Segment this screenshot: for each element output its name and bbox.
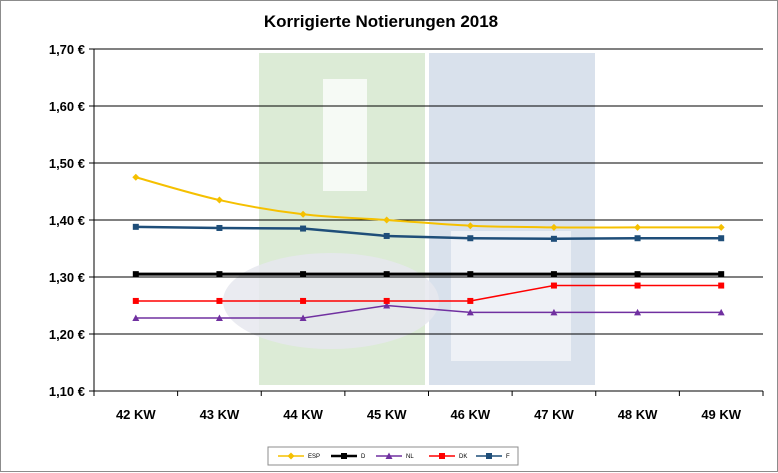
x-tick-label: 42 KW	[116, 407, 156, 422]
data-point	[550, 223, 558, 231]
gridlines	[89, 48, 763, 392]
legend-label-esp: ESP	[308, 454, 320, 460]
data-point	[717, 308, 725, 316]
y-tick-label: 1,50 €	[49, 156, 85, 171]
axes	[93, 49, 764, 396]
series-f	[132, 223, 725, 242]
y-tick-label: 1,40 €	[49, 213, 85, 228]
y-tick-label: 1,70 €	[49, 42, 85, 57]
x-tick-label: 47 KW	[534, 407, 574, 422]
data-point	[132, 297, 139, 304]
x-tick-label: 46 KW	[450, 407, 490, 422]
data-point	[634, 271, 641, 278]
data-point	[634, 235, 641, 242]
series-line	[135, 284, 722, 302]
chart-title: Korrigierte Notierungen 2018	[264, 12, 498, 31]
x-tick-label: 49 KW	[701, 407, 741, 422]
legend: ESP D NL DK F	[267, 446, 519, 466]
data-point	[466, 222, 474, 230]
series-d	[132, 271, 725, 278]
data-point	[132, 223, 139, 230]
data-point	[383, 302, 391, 309]
series-dk	[132, 282, 725, 304]
y-tick-label: 1,30 €	[49, 270, 85, 285]
series-nl	[132, 302, 725, 322]
data-point	[718, 235, 725, 242]
data-point	[215, 196, 223, 204]
data-point	[718, 282, 725, 289]
data-point	[550, 282, 557, 289]
data-point	[300, 271, 307, 278]
y-tick-label: 1,10 €	[49, 384, 85, 399]
data-point	[385, 452, 393, 459]
data-point	[299, 314, 307, 322]
series-esp	[132, 173, 725, 231]
series-line	[135, 225, 722, 241]
y-tick-label: 1,60 €	[49, 99, 85, 114]
legend-label-d: D	[361, 454, 366, 460]
data-point	[467, 235, 474, 242]
data-point	[383, 297, 390, 304]
data-point	[439, 453, 445, 459]
data-point	[383, 271, 390, 278]
data-point	[383, 232, 390, 239]
data-point	[216, 271, 223, 278]
data-point	[550, 271, 557, 278]
watermark-letter-i	[323, 79, 367, 191]
data-point	[300, 225, 307, 232]
data-point	[486, 453, 492, 459]
series-line	[135, 304, 722, 319]
data-point	[132, 173, 140, 181]
series-lines	[132, 173, 725, 322]
watermark-letter-n	[451, 231, 571, 361]
data-point	[467, 271, 474, 278]
data-point	[216, 224, 223, 231]
data-point	[718, 271, 725, 278]
x-tick-label: 45 KW	[367, 407, 407, 422]
legend-label-nl: NL	[406, 454, 414, 460]
data-point	[216, 297, 223, 304]
data-point	[132, 314, 140, 322]
data-point	[634, 308, 642, 316]
data-point	[717, 223, 725, 231]
data-point	[634, 223, 642, 231]
y-tick-label: 1,20 €	[49, 327, 85, 342]
data-point	[467, 297, 474, 304]
data-point	[550, 235, 557, 242]
data-point	[466, 308, 474, 316]
data-point	[299, 210, 307, 218]
x-tick-label: 44 KW	[283, 407, 323, 422]
data-point	[550, 308, 558, 316]
x-tick-label: 48 KW	[618, 407, 658, 422]
data-point	[132, 271, 139, 278]
legend-label-dk: DK	[459, 454, 467, 460]
data-point	[215, 314, 223, 322]
data-point	[383, 216, 391, 224]
isn-watermark-logo	[223, 53, 595, 385]
legend-label-f: F	[506, 454, 510, 460]
series-line	[135, 176, 722, 229]
data-point	[634, 282, 641, 289]
axis-labels: 1,10 € 1,20 € 1,30 € 1,40 € 1,50 € 1,60 € 1,70…	[49, 42, 742, 422]
x-tick-label: 43 KW	[200, 407, 240, 422]
data-point	[287, 452, 295, 460]
data-point	[341, 453, 347, 459]
data-point	[300, 297, 307, 304]
